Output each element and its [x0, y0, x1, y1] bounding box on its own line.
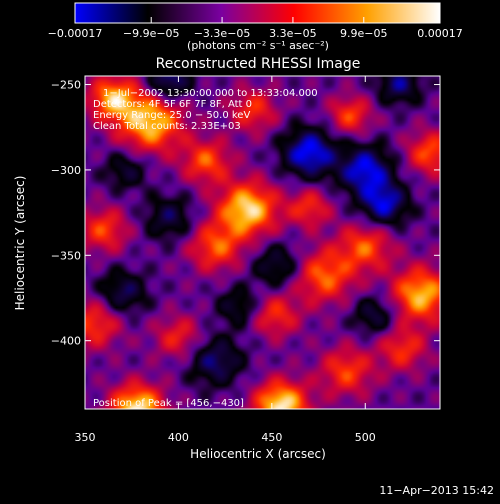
colorbar-tick-label-4: 9.9e−05 — [340, 27, 387, 40]
colorbar-tick-label-1: −9.9e−05 — [123, 27, 180, 40]
x-tick-label-0: 350 — [75, 431, 96, 444]
chart-title: Reconstructed RHESSI Image — [156, 56, 361, 72]
colorbar-tick-label-3: 3.3e−05 — [269, 27, 316, 40]
y-axis: −250 −300 −350 −400 — [51, 79, 440, 348]
x-axis-label: Heliocentric X (arcsec) — [190, 447, 326, 461]
y-tick-label-1: −300 — [51, 164, 81, 177]
annotation-detectors: Detectors: 4F 5F 6F 7F 8F, Att 0 — [93, 99, 252, 110]
y-tick-label-2: −350 — [51, 249, 81, 262]
colorbar — [74, 2, 441, 24]
footer-date: 11−Apr−2013 15:42 — [379, 484, 494, 497]
colorbar-tick-label-5: 0.00017 — [417, 27, 463, 40]
colorbar-ticks: −0.00017 −9.9e−05 −3.3e−05 3.3e−05 9.9e−05 0.… — [48, 17, 463, 40]
x-tick-label-3: 500 — [355, 431, 376, 444]
plot-frame — [84, 75, 441, 410]
x-tick-label-1: 400 — [168, 431, 189, 444]
annotation-peak: Position of Peak = [456,−430] — [93, 398, 244, 409]
y-tick-label-3: −400 — [51, 335, 81, 348]
y-tick-label-0: −250 — [51, 79, 81, 92]
x-axis: 350 400 450 500 — [75, 76, 376, 444]
annotation-time-range: 1−Jul−2002 13:30:00.000 to 13:33:04.000 — [103, 88, 318, 99]
x-tick-label-2: 450 — [261, 431, 282, 444]
colorbar-tick-label-2: −3.3e−05 — [194, 27, 251, 40]
heatmap-image — [85, 76, 440, 409]
colorbar-units: (photons cm⁻² s⁻¹ asec⁻²) — [187, 39, 329, 52]
colorbar-tick-label-0: −0.00017 — [48, 27, 103, 40]
annotation-energy-range: Energy Range: 25.0 − 50.0 keV — [93, 110, 250, 121]
annotation-method: Clean Total counts: 2.33E+03 — [93, 121, 241, 132]
y-axis-label: Heliocentric Y (arcsec) — [13, 176, 27, 311]
